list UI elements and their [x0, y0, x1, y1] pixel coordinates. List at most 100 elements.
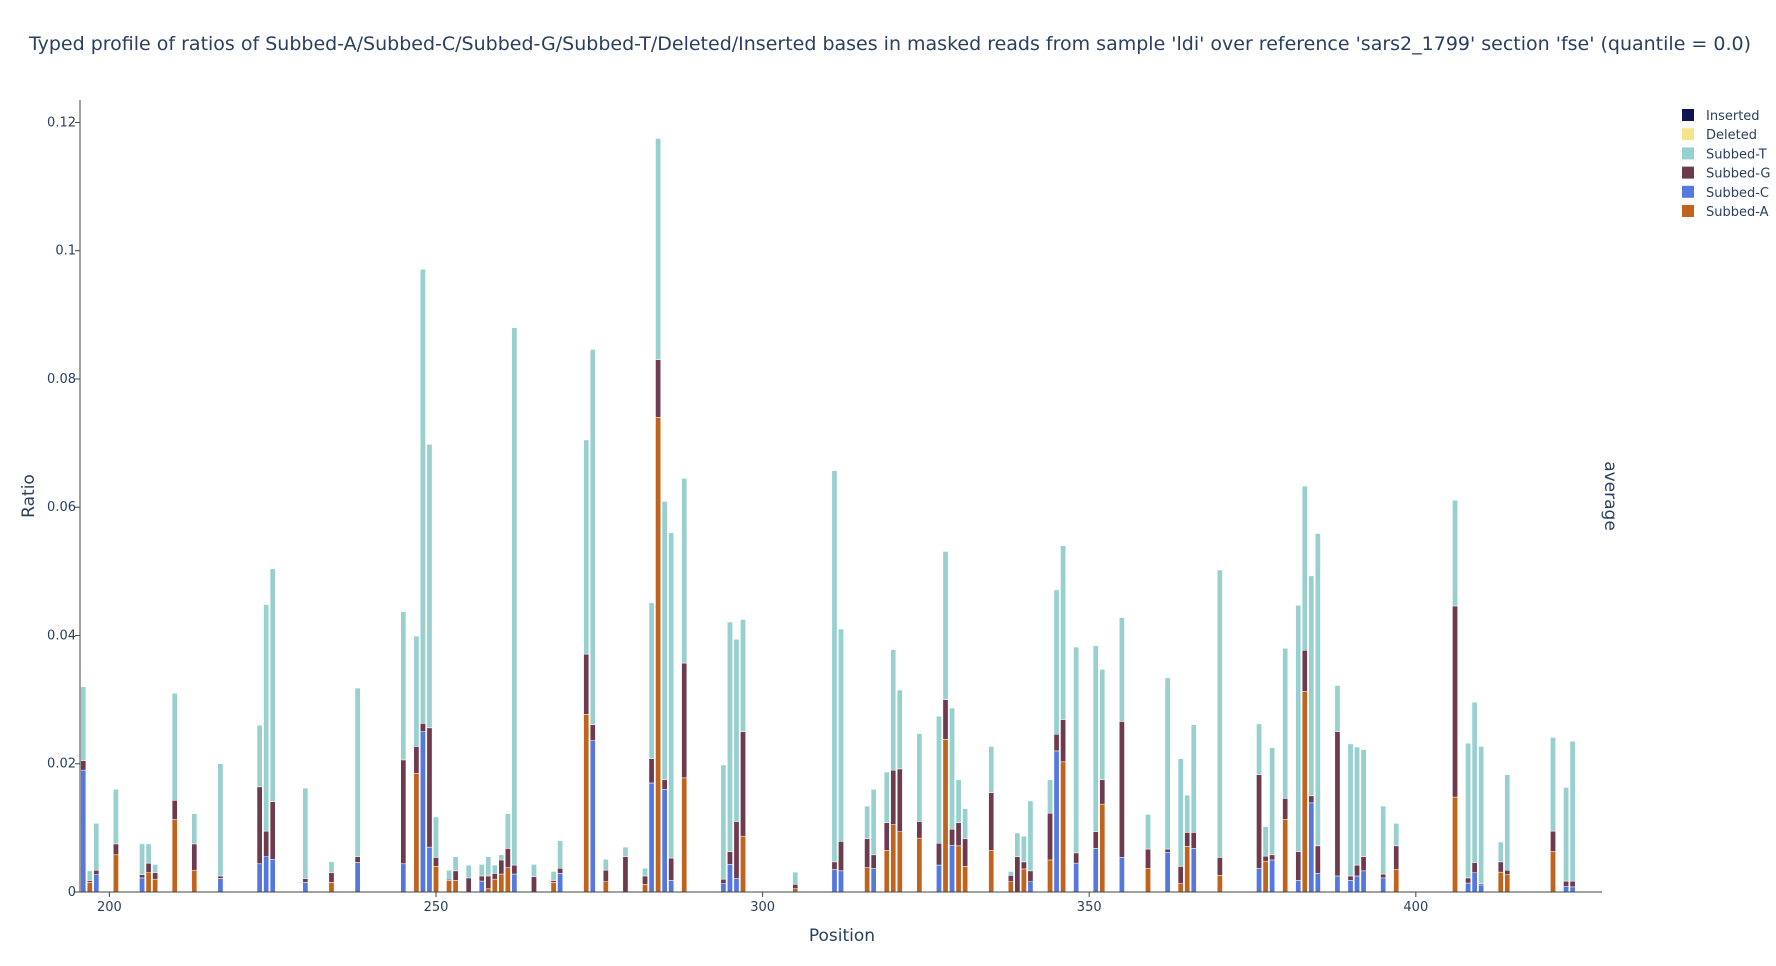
bar-segment-subbed-t: [727, 621, 733, 852]
bar-segment-subbed-a: [962, 866, 968, 893]
bar-segment-subbed-t: [1256, 723, 1262, 775]
bar-segment-subbed-t: [1563, 787, 1569, 882]
bar-segment-subbed-a: [955, 845, 962, 893]
bar-segment-subbed-g: [1217, 857, 1223, 876]
bar-segment-subbed-g: [1550, 830, 1556, 852]
bar-segment-subbed-c: [1119, 857, 1125, 893]
bar-segment-subbed-g: [171, 800, 178, 820]
bar-segment-subbed-g: [145, 862, 152, 874]
bar-segment-subbed-g: [831, 861, 838, 870]
bar-segment-subbed-a: [916, 837, 923, 893]
x-tick-label: 250: [424, 900, 449, 915]
bar-segment-subbed-c: [1347, 880, 1354, 893]
bar-segment-subbed-c: [139, 877, 145, 893]
bar-segment-subbed-g: [1047, 812, 1053, 861]
bar-segment-subbed-c: [661, 789, 668, 893]
bar-segment-subbed-g: [413, 746, 420, 774]
bar-segment-subbed-a: [86, 882, 93, 893]
chart-title: Typed profile of ratios of Subbed-A/Subb…: [28, 33, 1751, 55]
legend-label: Subbed-T: [1706, 147, 1767, 162]
bar-segment-subbed-t: [583, 439, 590, 655]
bar-segment-subbed-c: [720, 883, 727, 893]
bar-segment-subbed-a: [1452, 796, 1458, 893]
bar-segment-subbed-t: [426, 444, 433, 729]
bar-segment-subbed-t: [1099, 669, 1106, 781]
bar-segment-subbed-g: [420, 723, 426, 732]
bar-segment-subbed-t: [504, 813, 511, 849]
bar-segment-subbed-c: [1465, 882, 1471, 893]
bar-segment-subbed-t: [740, 619, 746, 732]
bar-segment-subbed-g: [792, 884, 799, 890]
bar-segment-subbed-g: [883, 822, 890, 851]
bar-segment-subbed-g: [256, 786, 263, 865]
bar-segment-subbed-c: [733, 878, 740, 893]
bar-segment-subbed-g: [1021, 861, 1027, 870]
bar-segment-subbed-t: [1119, 617, 1125, 722]
bar-segment-subbed-t: [465, 864, 472, 879]
bar-segment-subbed-g: [557, 868, 563, 874]
bar-segment-subbed-a: [890, 824, 897, 893]
bar-segment-subbed-g: [433, 857, 439, 867]
bar-segment-subbed-g: [1569, 880, 1576, 888]
bar-segment-subbed-t: [1295, 605, 1302, 852]
bar-segment-subbed-t: [217, 763, 224, 877]
bar-segment-subbed-c: [557, 873, 563, 893]
bar-segment-subbed-c: [1471, 872, 1478, 893]
bar-segment-subbed-g: [602, 869, 609, 882]
legend-swatch: [1682, 205, 1694, 217]
bar-segment-subbed-a: [1282, 819, 1289, 893]
bar-segment-subbed-a: [171, 819, 178, 893]
bar-segment-subbed-t: [648, 602, 655, 759]
bar-segment-subbed-g: [870, 854, 877, 869]
bar-segment-subbed-t: [1269, 747, 1275, 856]
bar-segment-subbed-a: [1393, 869, 1400, 893]
bar-segment-subbed-c: [1334, 875, 1341, 893]
bar-segment-subbed-c: [1308, 802, 1315, 893]
bar-segment-subbed-a: [1301, 691, 1308, 893]
bar-segment-subbed-c: [1295, 880, 1302, 893]
bar-segment-subbed-g: [478, 875, 485, 882]
bar-segment-subbed-c: [1053, 750, 1060, 893]
bar-segment-subbed-t: [1354, 746, 1360, 866]
bar-segment-subbed-c: [302, 882, 309, 893]
bar-segment-subbed-c: [269, 859, 276, 893]
bar-segment-subbed-t: [831, 470, 838, 863]
bar-segment-subbed-t: [420, 269, 426, 724]
bar-segment-subbed-t: [602, 859, 609, 871]
bar-segment-subbed-t: [171, 692, 178, 801]
bar-segment-subbed-c: [1360, 870, 1367, 893]
bar-segment-subbed-g: [655, 359, 661, 418]
bar-segment-subbed-g: [504, 848, 511, 868]
bar-segment-subbed-c: [511, 873, 518, 893]
bar-segment-subbed-t: [152, 864, 158, 874]
legend-swatch: [1682, 109, 1694, 121]
bar-segment-subbed-g: [1563, 880, 1569, 887]
bar-segment-subbed-t: [302, 787, 309, 879]
bar-segment-subbed-a: [740, 835, 746, 893]
bar-segment-subbed-c: [263, 856, 270, 893]
bar-segment-subbed-t: [113, 789, 119, 845]
bar-segment-subbed-t: [531, 864, 537, 877]
y-tick-label: 0.08: [47, 372, 76, 387]
bar-segment-subbed-g: [890, 769, 897, 825]
bar-segment-subbed-g: [302, 878, 309, 883]
bar-segment-subbed-a: [942, 739, 949, 893]
bar-segment-subbed-t: [1007, 871, 1014, 876]
bar-segment-subbed-t: [1047, 779, 1053, 814]
bar-segment-subbed-g: [942, 699, 949, 740]
facet-label: average: [1600, 461, 1620, 531]
bar-segment-subbed-t: [838, 628, 844, 842]
bar-segment-subbed-t: [1347, 743, 1354, 877]
bar-segment-subbed-t: [452, 856, 459, 872]
bar-segment-subbed-t: [1262, 826, 1269, 857]
bar-segment-subbed-c: [426, 846, 433, 893]
bar-segment-subbed-c: [831, 869, 838, 893]
bar-segment-subbed-t: [139, 843, 145, 875]
bar-segment-subbed-g: [589, 724, 596, 741]
bar-segment-subbed-t: [642, 868, 648, 877]
bar-segment-subbed-t: [949, 707, 955, 830]
bar-segment-subbed-t: [263, 604, 270, 832]
bar-segment-subbed-t: [1092, 645, 1099, 832]
y-tick-label: 0.1: [55, 244, 76, 259]
bar-segment-subbed-g: [139, 874, 145, 879]
